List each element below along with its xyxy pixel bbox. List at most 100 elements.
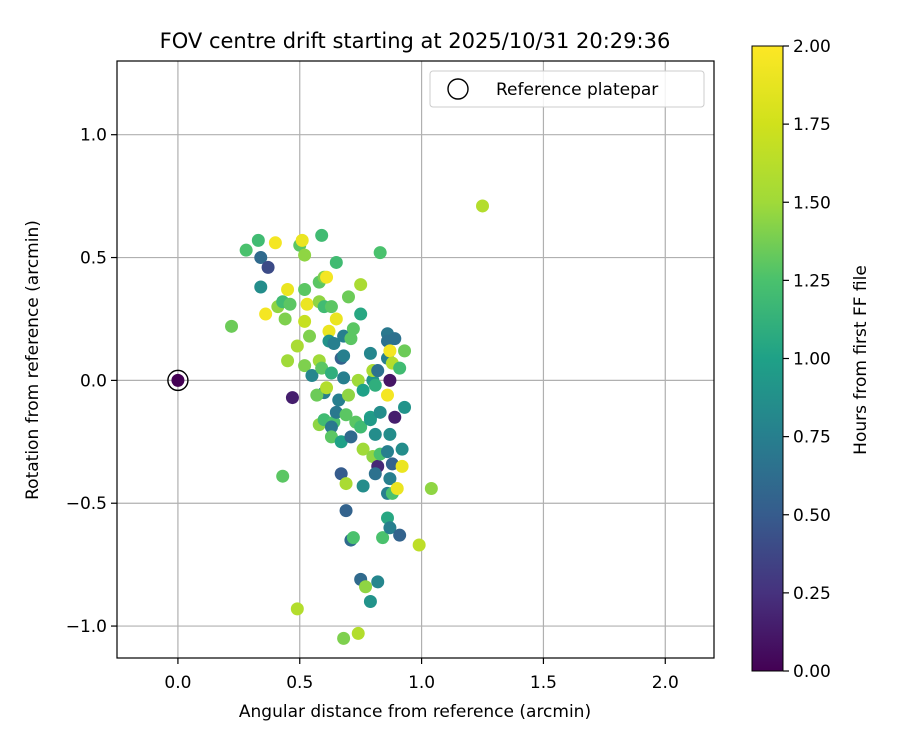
data-point bbox=[341, 290, 355, 304]
x-tick-label: 1.0 bbox=[408, 673, 435, 693]
colorbar-tick-label: 1.00 bbox=[793, 350, 831, 370]
data-point bbox=[368, 467, 382, 481]
data-point bbox=[298, 282, 312, 296]
data-point bbox=[363, 594, 377, 608]
y-tick-label: 1.0 bbox=[80, 126, 107, 146]
data-point bbox=[383, 344, 397, 358]
data-point bbox=[380, 445, 394, 459]
data-point bbox=[281, 282, 295, 296]
reference-point bbox=[171, 373, 185, 387]
data-point bbox=[390, 481, 404, 495]
data-point bbox=[334, 435, 348, 449]
data-point bbox=[324, 420, 338, 434]
data-point bbox=[346, 531, 360, 545]
legend-label: Reference platepar bbox=[496, 80, 658, 100]
data-point bbox=[337, 371, 351, 385]
data-point bbox=[225, 319, 239, 333]
data-point bbox=[424, 481, 438, 495]
data-point bbox=[303, 329, 317, 343]
data-point bbox=[315, 228, 329, 242]
data-point bbox=[329, 405, 343, 419]
data-point bbox=[346, 322, 360, 336]
data-point bbox=[351, 373, 365, 387]
data-point bbox=[395, 459, 409, 473]
data-point bbox=[334, 467, 348, 481]
y-tick-label: −1.0 bbox=[66, 617, 107, 637]
y-tick-label: −0.5 bbox=[66, 494, 107, 514]
data-point bbox=[476, 199, 490, 213]
colorbar-gradient bbox=[751, 45, 784, 672]
x-tick-label: 2.0 bbox=[652, 673, 679, 693]
data-point bbox=[380, 388, 394, 402]
data-point bbox=[337, 349, 351, 363]
data-point bbox=[276, 469, 290, 483]
data-point bbox=[259, 307, 273, 321]
data-point bbox=[393, 528, 407, 542]
data-point bbox=[383, 427, 397, 441]
plot-frame bbox=[116, 60, 715, 659]
data-point bbox=[344, 430, 358, 444]
y-tick-label: 0.0 bbox=[80, 371, 107, 391]
data-point bbox=[329, 312, 343, 326]
data-point bbox=[385, 457, 399, 471]
x-tick-label: 1.5 bbox=[530, 673, 557, 693]
data-point bbox=[395, 442, 409, 456]
x-tick-label: 0.0 bbox=[164, 673, 191, 693]
data-point bbox=[339, 504, 353, 518]
data-point bbox=[281, 354, 295, 368]
data-point bbox=[268, 236, 282, 250]
data-point bbox=[388, 332, 402, 346]
data-point bbox=[393, 361, 407, 375]
x-ticks: 0.0 0.5 1.0 1.5 2.0 bbox=[164, 658, 679, 693]
data-point bbox=[295, 233, 309, 247]
data-point bbox=[341, 388, 355, 402]
data-point bbox=[300, 297, 314, 311]
legend-box bbox=[429, 70, 705, 108]
colorbar-tick-label: 0.00 bbox=[793, 662, 831, 682]
legend: Reference platepar bbox=[429, 70, 705, 108]
data-point bbox=[329, 255, 343, 269]
data-point bbox=[356, 442, 370, 456]
data-point bbox=[368, 378, 382, 392]
data-point bbox=[383, 472, 397, 486]
data-point bbox=[363, 346, 377, 360]
legend-reference-marker bbox=[447, 78, 469, 100]
data-point bbox=[324, 430, 338, 444]
data-point bbox=[310, 388, 324, 402]
y-ticks: −1.0 −0.5 0.0 0.5 1.0 bbox=[66, 126, 117, 637]
data-point bbox=[383, 373, 397, 387]
data-point bbox=[356, 383, 370, 397]
reference-marker-layer bbox=[167, 369, 189, 392]
x-tick-label: 0.5 bbox=[286, 673, 313, 693]
data-point bbox=[354, 420, 368, 434]
colorbar-label: Hours from first FF file bbox=[851, 265, 871, 455]
data-point bbox=[359, 580, 373, 594]
data-point bbox=[354, 307, 368, 321]
data-point bbox=[324, 300, 338, 314]
data-point bbox=[298, 359, 312, 373]
data-point bbox=[315, 361, 329, 375]
colorbar-tick-label: 0.75 bbox=[793, 428, 831, 448]
data-point bbox=[324, 366, 338, 380]
data-point bbox=[278, 312, 292, 326]
colorbar-tick-label: 1.75 bbox=[793, 115, 831, 135]
grid bbox=[117, 61, 714, 658]
data-point bbox=[371, 575, 385, 589]
data-point bbox=[327, 337, 341, 351]
data-point bbox=[305, 368, 319, 382]
data-point bbox=[332, 393, 346, 407]
data-point bbox=[354, 278, 368, 292]
data-point bbox=[373, 246, 387, 260]
colorbar-tick-label: 0.50 bbox=[793, 506, 831, 526]
data-point bbox=[285, 391, 299, 405]
data-point bbox=[337, 631, 351, 645]
data-point bbox=[320, 270, 334, 284]
colorbar-tick-label: 1.50 bbox=[793, 193, 831, 213]
data-point bbox=[298, 314, 312, 328]
colorbar-tick-label: 0.25 bbox=[793, 584, 831, 604]
data-point bbox=[290, 602, 304, 616]
data-point bbox=[371, 364, 385, 378]
data-point bbox=[239, 243, 253, 257]
y-tick-label: 0.5 bbox=[80, 249, 107, 269]
